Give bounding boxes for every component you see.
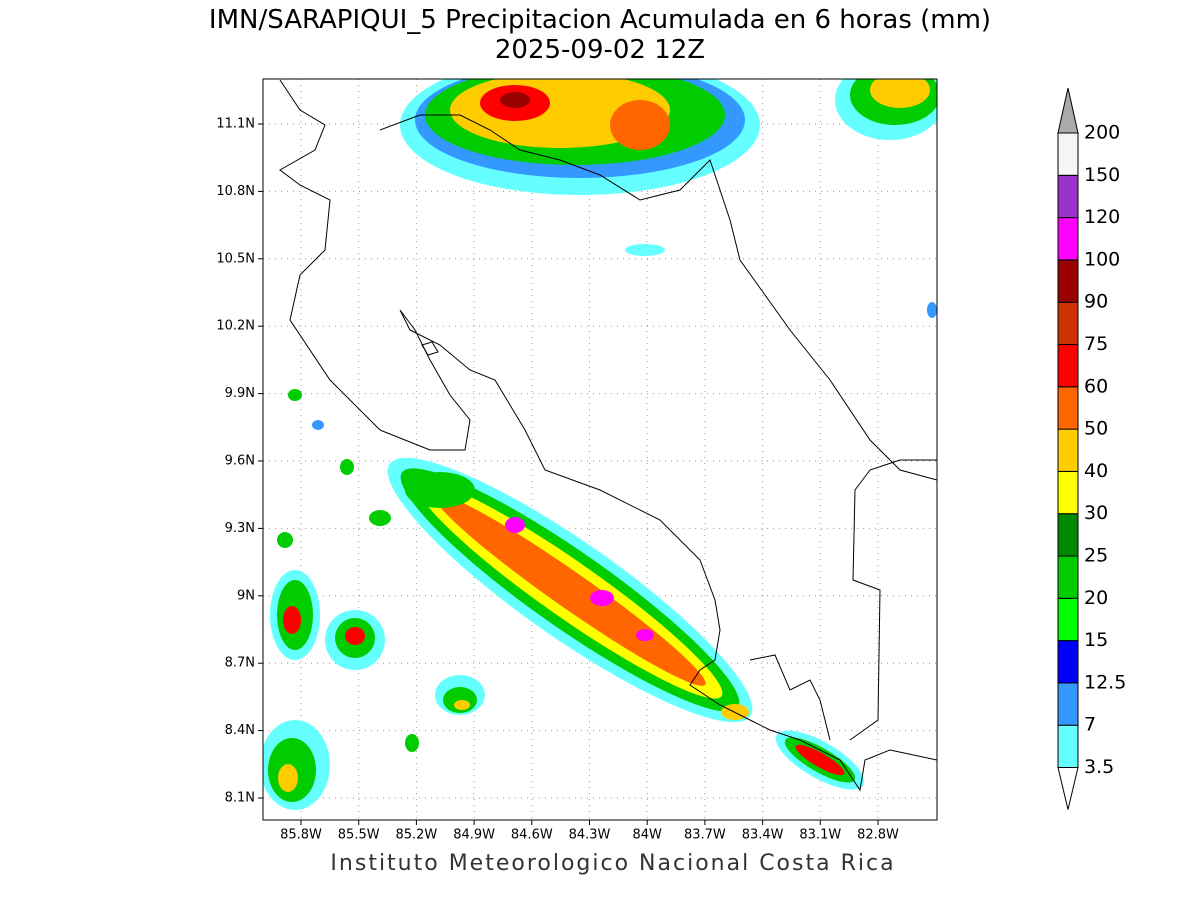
colorbar-label: 150 xyxy=(1084,164,1120,186)
lon-label: 84.6W xyxy=(511,828,553,843)
colorbar-box xyxy=(1057,724,1079,769)
precipitation xyxy=(263,79,937,810)
lon-label: 83.1W xyxy=(799,828,841,843)
colorbar-box xyxy=(1057,640,1079,684)
colorbar-label: 90 xyxy=(1084,291,1108,313)
colorbar: 3.5 7 12.5 15 20 25 30 40 50 60 75 90 100 120 150 200 xyxy=(1057,87,1126,810)
lon-label: 84.9W xyxy=(453,828,495,843)
lat-label: 9.6N xyxy=(225,454,255,469)
colorbar-label: 75 xyxy=(1084,333,1108,355)
colorbar-label: 25 xyxy=(1084,545,1108,567)
lat-label: 9.3N xyxy=(225,521,255,536)
lat-label: 10.5N xyxy=(216,251,255,266)
lat-label: 8.4N xyxy=(225,723,255,738)
lat-label: 10.8N xyxy=(216,184,255,199)
lat-label: 8.7N xyxy=(225,656,255,671)
colorbar-label: 200 xyxy=(1084,122,1120,144)
colorbar-box xyxy=(1057,344,1079,388)
colorbar-above xyxy=(1057,87,1079,134)
lon-label: 83.7W xyxy=(684,828,726,843)
colorbar-box xyxy=(1057,132,1079,176)
colorbar-box xyxy=(1057,301,1079,346)
colorbar-label: 50 xyxy=(1084,418,1108,440)
colorbar-label: 40 xyxy=(1084,460,1108,482)
colorbar-box xyxy=(1057,513,1079,557)
colorbar-label: 60 xyxy=(1084,375,1108,397)
colorbar-label: 12.5 xyxy=(1084,671,1126,693)
lon-label: 84W xyxy=(632,828,662,843)
lon-label: 82.8W xyxy=(857,828,899,843)
colorbar-box xyxy=(1057,597,1079,642)
title: IMN/SARAPIQUI_5 Precipitacion Acumulada … xyxy=(209,5,991,35)
colorbar-box xyxy=(1057,386,1079,430)
colorbar-label: 100 xyxy=(1084,248,1120,270)
colorbar-label: 30 xyxy=(1084,502,1108,524)
lon-label: 85.5W xyxy=(338,828,380,843)
colorbar-label: 20 xyxy=(1084,587,1108,609)
footer: Instituto Meteorologico Nacional Costa R… xyxy=(330,851,895,876)
colorbar-box xyxy=(1057,428,1079,472)
lat-label: 9N xyxy=(237,588,255,603)
lat-label: 8.1N xyxy=(225,791,255,806)
lon-label: 85.8W xyxy=(280,828,322,843)
colorbar-box xyxy=(1057,682,1079,726)
lon-label: 85.2W xyxy=(395,828,437,843)
colorbar-label: 15 xyxy=(1084,629,1108,651)
colorbar-below xyxy=(1057,767,1079,810)
colorbar-label: 120 xyxy=(1084,206,1120,228)
colorbar-box xyxy=(1057,555,1079,599)
colorbar-box xyxy=(1057,217,1079,261)
lat-label: 11.1N xyxy=(216,117,255,132)
lon-label: 84.3W xyxy=(569,828,611,843)
colorbar-label: 3.5 xyxy=(1084,756,1114,778)
colorbar-box xyxy=(1057,259,1079,303)
lon-label: 83.4W xyxy=(742,828,784,843)
colorbar-box xyxy=(1057,174,1079,219)
colorbar-label: 7 xyxy=(1084,714,1096,736)
colorbar-box xyxy=(1057,470,1079,515)
map-frame xyxy=(262,78,938,821)
coastlines xyxy=(279,79,937,792)
lat-label: 9.9N xyxy=(225,386,255,401)
subtitle: 2025-09-02 12Z xyxy=(495,35,705,65)
lat-label: 10.2N xyxy=(216,319,255,334)
